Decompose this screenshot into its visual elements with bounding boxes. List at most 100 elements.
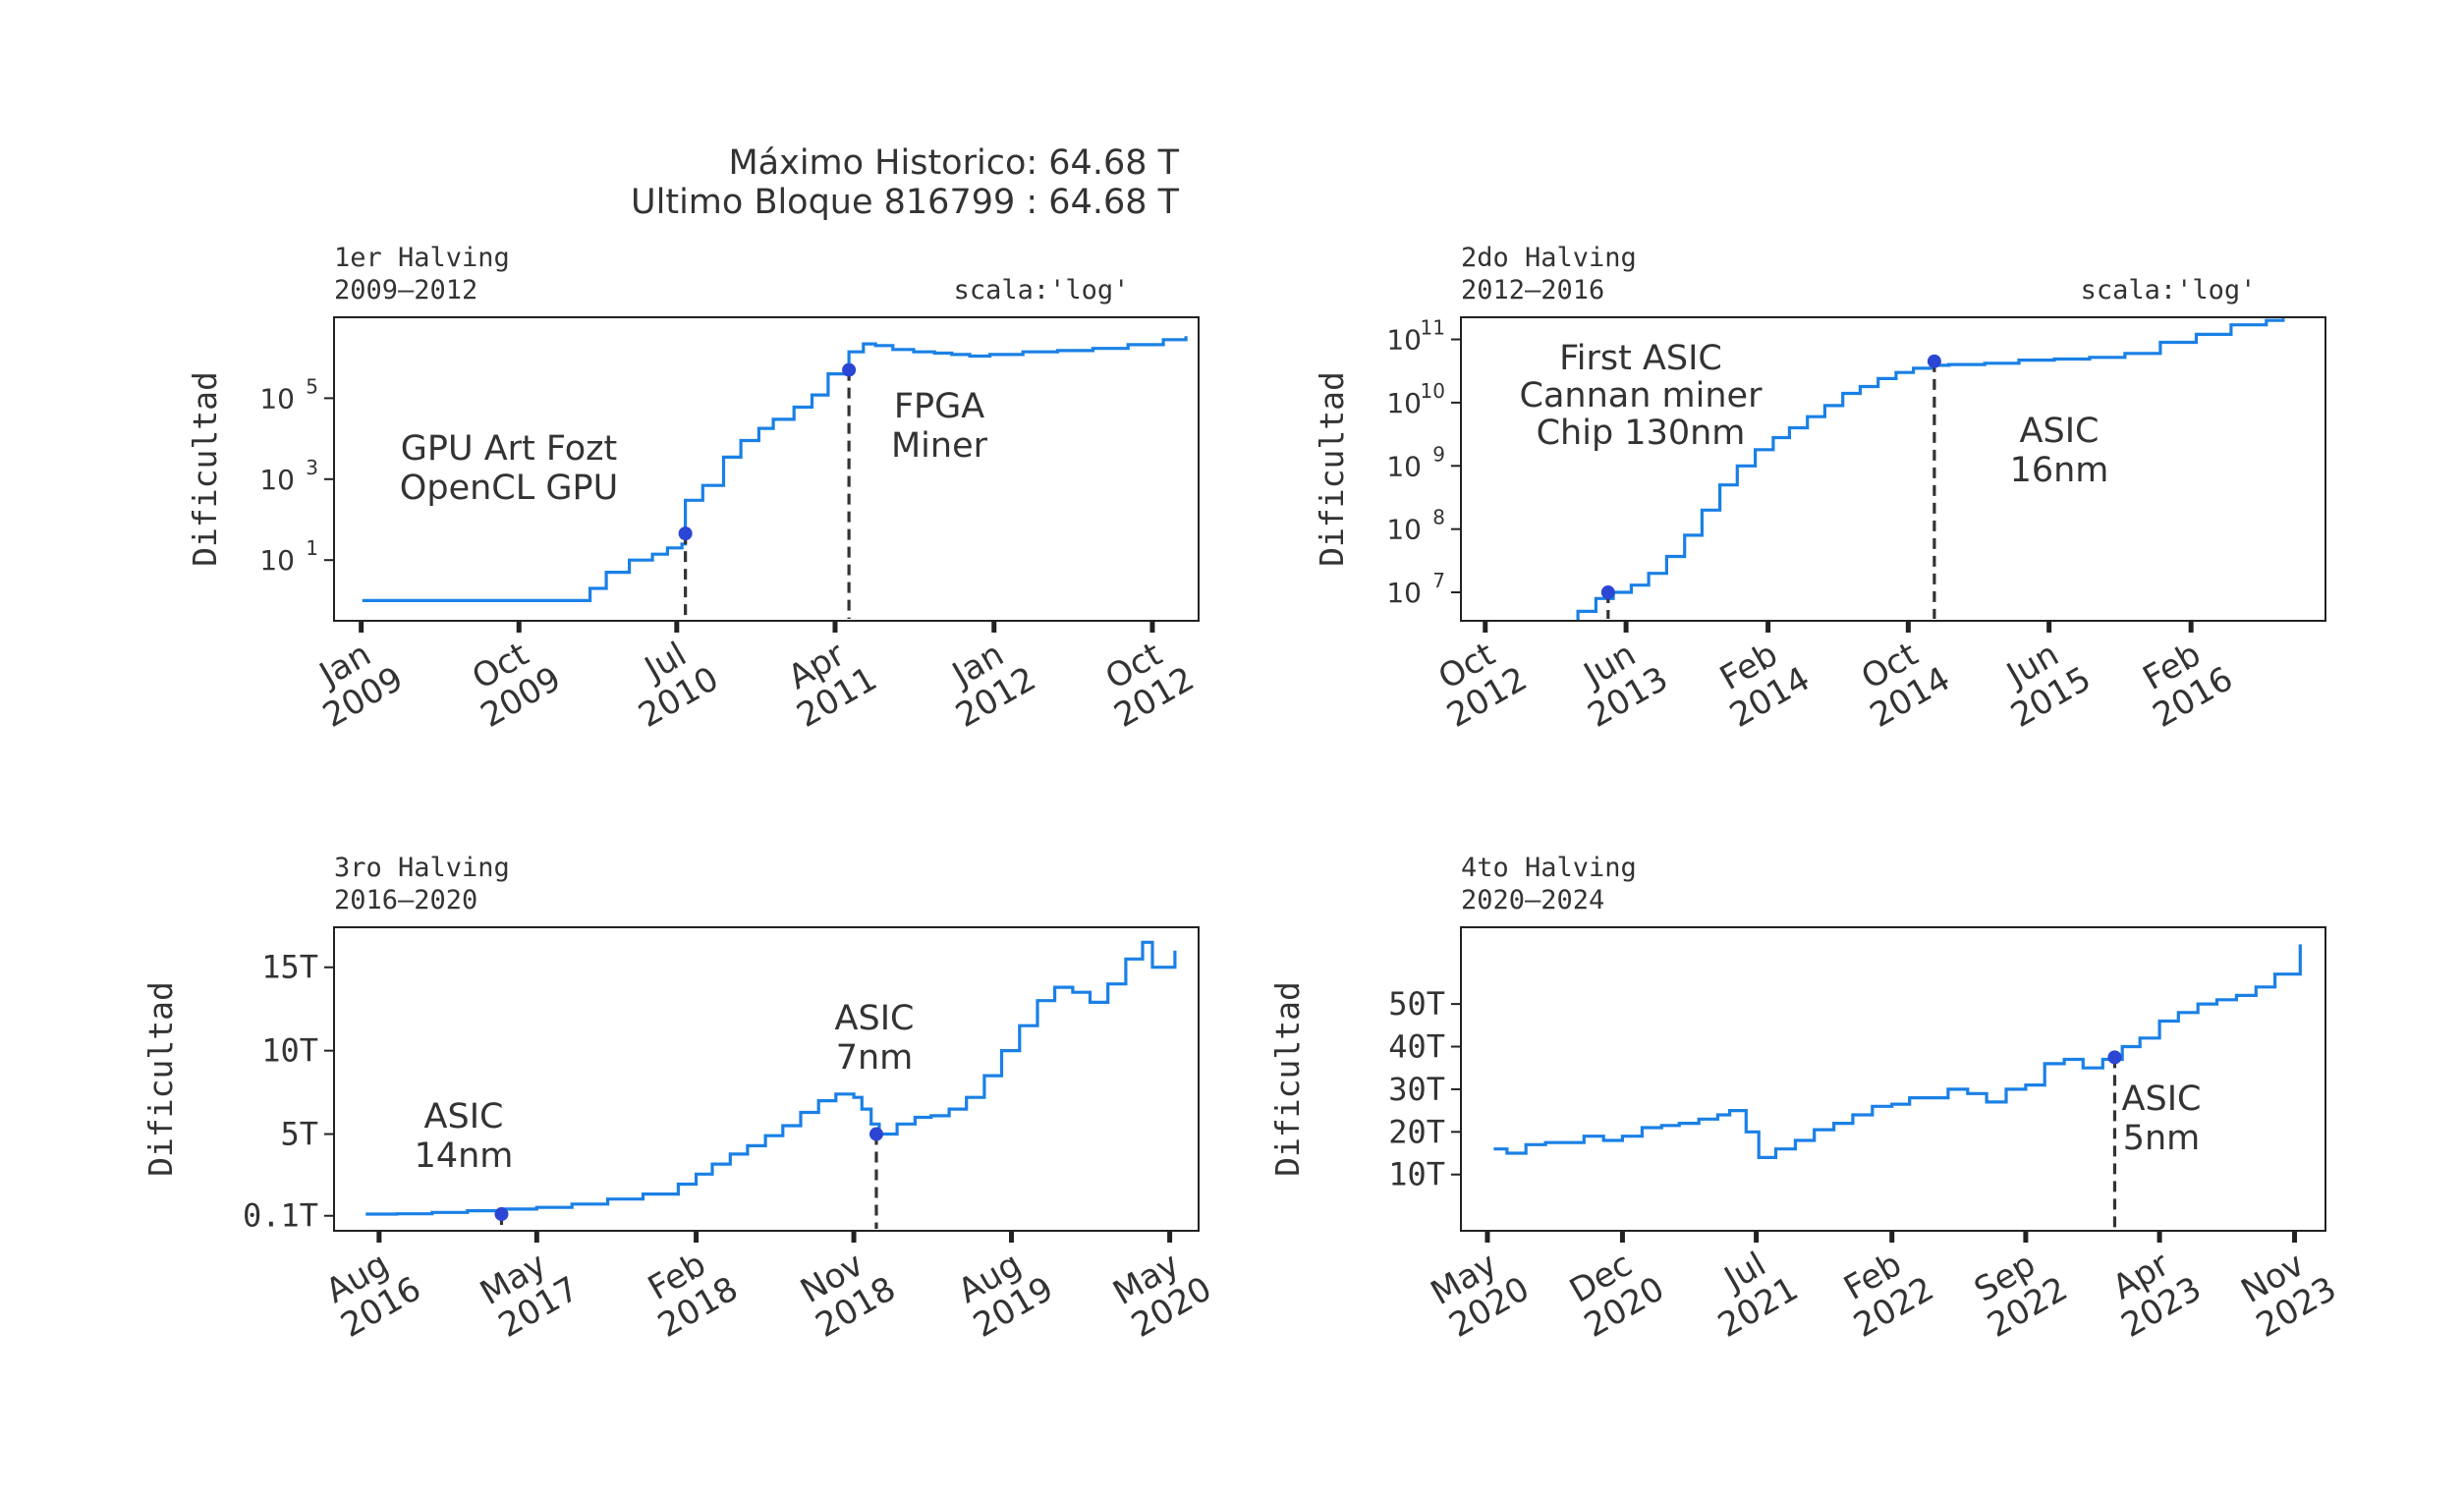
y-tick-label: 30T bbox=[1388, 1071, 1445, 1108]
annotation-text: 14nm bbox=[415, 1136, 514, 1176]
x-tick-label: Feb2022 bbox=[1828, 1237, 1940, 1346]
scale-note: scala:'log' bbox=[2081, 275, 2257, 305]
x-tick-label: Aug2016 bbox=[315, 1237, 427, 1346]
y-tick-label: 10 bbox=[259, 464, 295, 496]
panel-subtitle: 2012–2016 bbox=[1461, 275, 1604, 305]
annotation-text: OpenCL GPU bbox=[400, 469, 618, 508]
annotation-text: ASIC bbox=[2122, 1080, 2202, 1119]
x-tick-label: Jul2021 bbox=[1693, 1237, 1805, 1346]
annotation-text: ASIC bbox=[2020, 412, 2100, 451]
panel-subtitle: 2020–2024 bbox=[1461, 885, 1604, 915]
y-tick-label: 10 bbox=[1386, 387, 1422, 419]
y-tick-label: 10 bbox=[1386, 450, 1422, 482]
y-axis-label: Dificultad bbox=[186, 371, 224, 567]
annotation-text: 16nm bbox=[2010, 451, 2109, 490]
x-tick-label: Dec2020 bbox=[1559, 1237, 1671, 1346]
y-tick-label: 20T bbox=[1388, 1113, 1445, 1150]
series-line bbox=[1493, 944, 2302, 1159]
x-tick-label: Aug2019 bbox=[948, 1237, 1060, 1346]
x-tick-label: Feb2018 bbox=[633, 1237, 745, 1346]
x-tick-label: May2020 bbox=[1106, 1237, 1218, 1346]
axes-frame bbox=[333, 316, 1200, 622]
annotation-marker bbox=[868, 1127, 883, 1141]
y-tick-label: 10T bbox=[1388, 1156, 1445, 1193]
y-tick-exponent: 1 bbox=[306, 536, 318, 560]
x-tick-label: Jan2009 bbox=[298, 627, 410, 736]
series-line bbox=[365, 940, 1177, 1216]
x-tick-label: May2017 bbox=[474, 1237, 586, 1346]
y-tick-label: 10 bbox=[259, 382, 295, 415]
max-historic-label: Máximo Historico: 64.68 T bbox=[728, 143, 1179, 183]
y-axis-label: Dificultad bbox=[1313, 371, 1351, 567]
annotation-text: 5nm bbox=[2123, 1119, 2201, 1158]
y-tick-label: 15T bbox=[261, 949, 318, 986]
last-block-label: Ultimo Bloque 816799 : 64.68 T bbox=[631, 183, 1179, 222]
x-tick-label: Nov2018 bbox=[791, 1237, 903, 1346]
annotation-marker bbox=[2107, 1050, 2122, 1065]
annotation-marker bbox=[678, 526, 693, 541]
annotation-text: Miner bbox=[891, 426, 988, 466]
annotation-marker bbox=[1600, 585, 1615, 600]
x-tick-label: Jul2010 bbox=[613, 627, 725, 736]
panel-title: 1er Halving bbox=[334, 243, 510, 273]
y-tick-exponent: 9 bbox=[1432, 442, 1445, 466]
x-tick-label: Feb2014 bbox=[1705, 627, 1817, 736]
x-tick-label: Apr2023 bbox=[2097, 1237, 2209, 1346]
x-tick-label: Nov2023 bbox=[2231, 1237, 2343, 1346]
panel-subtitle: 2009–2012 bbox=[334, 275, 477, 305]
y-tick-label: 0.1T bbox=[243, 1197, 318, 1235]
x-tick-label: Jan2012 bbox=[930, 627, 1042, 736]
x-tick-label: Oct2012 bbox=[1089, 627, 1201, 736]
y-tick-exponent: 5 bbox=[306, 374, 318, 398]
annotation-text: Cannan miner bbox=[1520, 376, 1764, 416]
panel-subtitle: 2016–2020 bbox=[334, 885, 477, 915]
y-tick-exponent: 8 bbox=[1432, 506, 1445, 529]
annotation-marker bbox=[842, 362, 857, 377]
annotation-marker bbox=[1927, 354, 1941, 368]
y-tick-exponent: 11 bbox=[1421, 316, 1445, 340]
y-tick-exponent: 7 bbox=[1432, 569, 1445, 592]
panel-title: 2do Halving bbox=[1461, 243, 1637, 273]
series-line bbox=[362, 336, 1188, 602]
x-tick-label: Sep2022 bbox=[1962, 1237, 2074, 1346]
y-axis-label: Dificultad bbox=[1268, 981, 1307, 1177]
y-tick-label: 10 bbox=[1386, 514, 1422, 546]
axes-frame bbox=[333, 926, 1200, 1232]
annotation-text: ASIC bbox=[835, 999, 915, 1038]
x-tick-label: Apr2011 bbox=[772, 627, 884, 736]
panel-title: 4to Halving bbox=[1461, 853, 1637, 883]
x-tick-label: Jun2015 bbox=[1986, 627, 2098, 736]
annotation-text: 7nm bbox=[836, 1038, 914, 1078]
annotation-marker bbox=[494, 1207, 509, 1222]
x-tick-label: Oct2009 bbox=[456, 627, 568, 736]
y-tick-label: 40T bbox=[1388, 1028, 1445, 1066]
x-tick-label: Oct2014 bbox=[1845, 627, 1957, 736]
y-axis-label: Dificultad bbox=[141, 981, 180, 1177]
scale-note: scala:'log' bbox=[954, 275, 1130, 305]
y-tick-label: 10 bbox=[1386, 577, 1422, 609]
annotation-text: ASIC bbox=[424, 1097, 504, 1136]
y-tick-label: 5T bbox=[280, 1116, 318, 1153]
y-tick-label: 50T bbox=[1388, 985, 1445, 1023]
axes-frame bbox=[1460, 316, 2326, 622]
annotation-text: GPU Art Fozt bbox=[401, 429, 618, 469]
panel-title: 3ro Halving bbox=[334, 853, 510, 883]
y-tick-exponent: 3 bbox=[306, 456, 318, 479]
x-tick-label: May2020 bbox=[1425, 1237, 1537, 1346]
x-tick-label: Oct2012 bbox=[1422, 627, 1534, 736]
annotation-text: FPGA bbox=[894, 387, 984, 426]
x-tick-label: Jun2013 bbox=[1563, 627, 1675, 736]
y-tick-exponent: 10 bbox=[1421, 379, 1445, 403]
x-tick-label: Feb2016 bbox=[2128, 627, 2240, 736]
y-tick-label: 10 bbox=[1386, 324, 1422, 357]
annotation-text: First ASIC bbox=[1559, 339, 1722, 378]
y-tick-label: 10T bbox=[261, 1032, 318, 1070]
annotation-text: Chip 130nm bbox=[1537, 414, 1746, 453]
y-tick-label: 10 bbox=[259, 544, 295, 577]
